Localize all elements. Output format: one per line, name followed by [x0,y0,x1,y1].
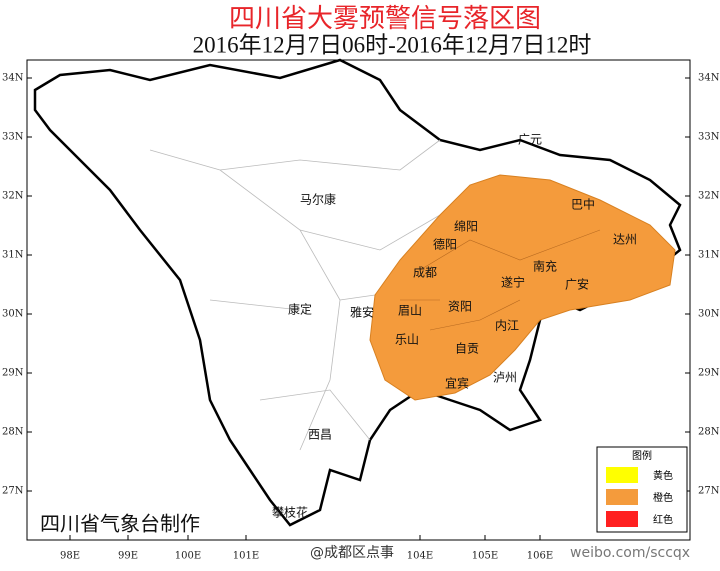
legend-swatch [606,511,638,527]
city-label: 攀枝花 [272,505,308,520]
footer: 四川省气象台制作 [40,512,200,536]
latitude-label: 31N [698,250,720,261]
city-label: 广元 [518,133,542,147]
legend-label: 橙色 [653,491,673,504]
legend-swatch [606,489,638,505]
legend-label: 黄色 [653,469,673,482]
city-label: 眉山 [398,304,422,318]
city-label: 乐山 [395,333,419,347]
latitude-label: 28N [2,427,24,438]
latitude-label: 33N [698,132,720,143]
longitude-label: 106E [527,551,553,562]
latitude-labels: 34N 34N 33N 33N 32N 32N 31N 31N 30N 30N 29N 29N 28N 2… [2,73,720,497]
map-frame [26,59,691,541]
longitude-label: 98E [60,551,80,562]
city-label: 宜宾 [445,376,469,391]
city-label: 广安 [565,277,589,292]
area-borders [400,229,601,331]
latitude-label: 30N [2,309,24,320]
province-outline [33,58,682,527]
city-label: 内江 [495,319,519,333]
latitude-label: 27N [698,486,720,497]
longitude-label: 104E [407,551,433,562]
city-label: 南充 [533,259,557,274]
legend: 图例 黄色 橙色 红色 [596,446,688,533]
city-label: 达州 [613,233,637,247]
city-label: 成都 [413,266,437,280]
latitude-label: 31N [2,250,24,261]
legend-title: 图例 [632,449,652,462]
city-label: 自贡 [455,342,479,356]
latitude-label: 32N [698,191,720,202]
latitude-label: 30N [698,309,720,320]
latitude-label: 34N [698,73,720,84]
latitude-label: 34N [2,73,24,84]
watermark: @成都区点事 [310,545,394,561]
city-label: 马尔康 [300,192,336,207]
title: 四川省大雾预警信号落区图 [229,4,541,34]
legend-swatch [606,467,638,483]
city-label: 西昌 [308,428,332,442]
legend-label: 红色 [653,513,673,526]
latitude-label: 28N [698,427,720,438]
city-label: 康定 [288,302,312,317]
city-label: 泸州 [493,371,517,385]
latitude-label: 29N [2,368,24,379]
subtitle: 2016年12月7日06时-2016年12月7日12时 [193,32,592,57]
city-label: 巴中 [571,197,595,212]
latitude-label: 33N [2,132,24,143]
watermark: weibo.com/sccqx [570,545,690,561]
city-label: 资阳 [448,300,472,314]
latitude-label: 32N [2,191,24,202]
longitude-label: 101E [233,551,259,562]
latitude-label: 29N [698,368,720,379]
longitude-label: 99E [118,551,138,562]
city-label: 绵阳 [454,220,478,234]
city-label: 雅安 [350,305,374,320]
latitude-label: 27N [2,486,24,497]
longitude-label: 100E [175,551,201,562]
county-borders [149,139,441,451]
longitude-labels: 98E 99E 100E 101E 104E 105E 106E [60,535,553,562]
city-label: 遂宁 [501,275,525,290]
fog-warning-area [369,174,676,401]
longitude-label: 105E [472,551,498,562]
city-label: 德阳 [433,237,457,252]
